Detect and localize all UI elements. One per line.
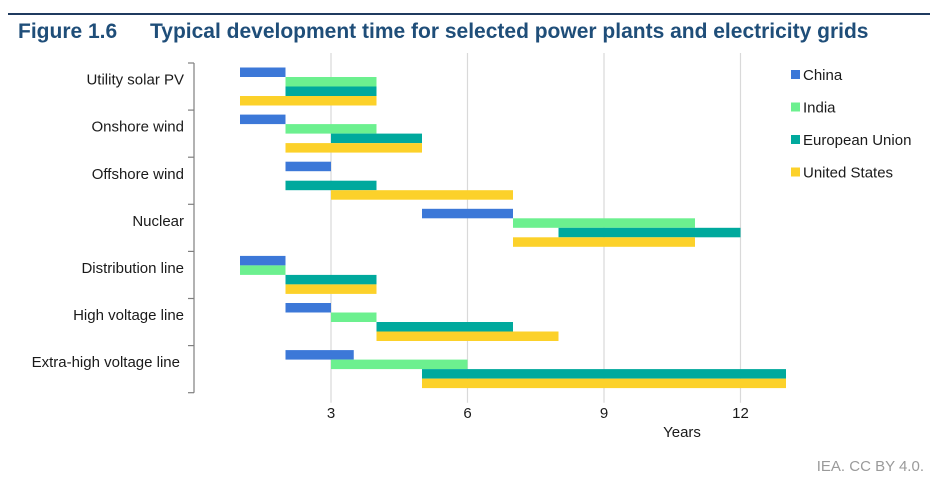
x-tick-label: 12 [732,405,749,422]
bar-nuclear-european-union [558,227,741,238]
bar-utility-solar-pv-india [285,77,377,87]
bar-offshore-wind-european-union [285,180,377,191]
bar-high-voltage-line-united-states [376,331,559,341]
bar-onshore-wind-united-states [285,143,422,153]
bar-onshore-wind-india [285,124,377,134]
bar-extra-high-voltage-line-china [285,350,354,360]
category-label: Extra-high voltage line [32,354,180,371]
category-label: Onshore wind [91,119,184,136]
category-label: Distribution line [81,260,184,277]
legend-label: India [803,100,836,117]
x-tick-label: 9 [600,405,608,422]
bar-utility-solar-pv-united-states [240,96,377,106]
bar-nuclear-united-states [513,237,695,247]
bar-onshore-wind-china [240,114,286,125]
legend-swatch-india [791,102,800,112]
x-axis-ticks: 3 6 9 12 [327,405,749,422]
legend-swatch-united-states [791,167,800,177]
bar-distribution-line-india [240,265,286,275]
figure-title: Figure 1.6 Typical development time for s… [18,20,868,44]
x-axis-title: Years [663,424,701,441]
bar-extra-high-voltage-line-european-union [422,369,786,379]
bar-nuclear-china [422,208,513,219]
bar-utility-solar-pv-european-union [285,86,377,96]
legend-label: China [803,67,843,84]
category-label: Utility solar PV [86,72,184,89]
y-axis: Utility solar PV Onshore wind Offshore win… [32,62,195,394]
figure-title-text: Typical development time for selected po… [150,20,869,43]
legend-swatch-china [791,70,800,79]
bar-offshore-wind-united-states [331,190,513,200]
bar-nuclear-india [513,218,695,228]
bar-high-voltage-line-china [285,303,331,313]
category-label: Offshore wind [92,166,184,183]
legend-label: European Union [803,132,911,149]
bar-offshore-wind-china [285,161,331,172]
legend: China India European Union United States [791,67,911,182]
bar-distribution-line-united-states [285,284,377,294]
bar-high-voltage-line-european-union [376,322,513,332]
bar-extra-high-voltage-line-india [331,359,468,370]
x-tick-label: 3 [327,405,335,422]
bar-high-voltage-line-india [331,312,377,322]
legend-swatch-european-union [791,135,800,144]
category-label: Nuclear [132,213,184,230]
bar-distribution-line-china [240,255,286,266]
bar-distribution-line-european-union [285,274,377,285]
source-credit: IEA. CC BY 4.0. [816,458,924,475]
bars [240,67,786,389]
legend-label: United States [803,165,893,182]
bar-extra-high-voltage-line-united-states [422,378,786,389]
figure-number: Figure 1.6 [18,20,118,43]
x-tick-label: 6 [463,405,471,422]
title-rule [8,13,930,15]
category-label: High voltage line [73,307,184,324]
bar-utility-solar-pv-china [240,67,286,77]
bar-onshore-wind-european-union [331,133,422,144]
